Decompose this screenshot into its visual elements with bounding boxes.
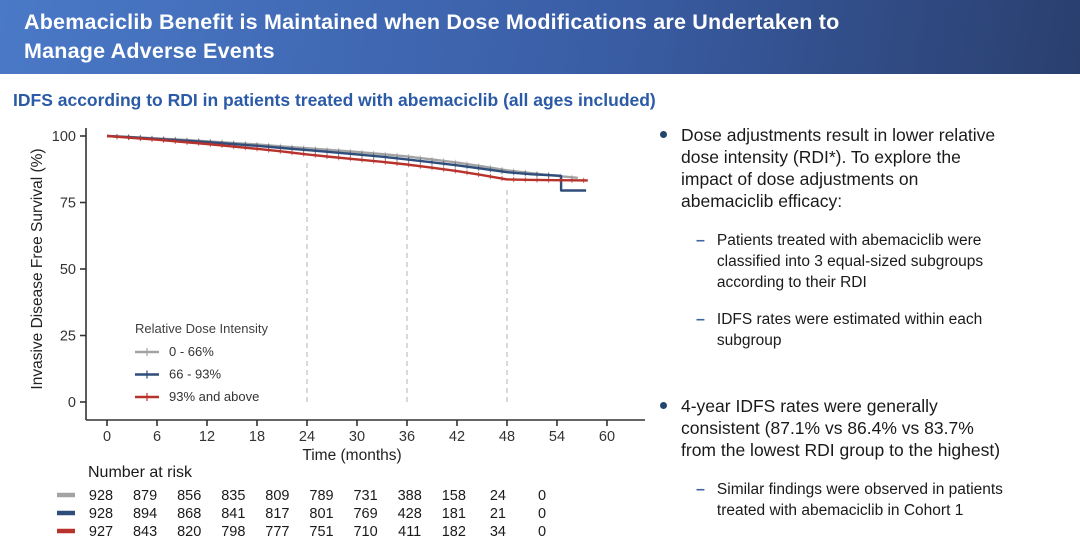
bullet-4year-rates: 4-year IDFS rates were generally consist… xyxy=(656,395,1074,461)
risk-value: 798 xyxy=(221,524,245,540)
risk-value: 182 xyxy=(442,524,466,540)
subbullet-text: Similar findings were observed in patien… xyxy=(716,481,1003,519)
slide-title-bar: Abemaciclib Benefit is Maintained when D… xyxy=(0,0,1080,74)
x-tick-label: 42 xyxy=(449,429,465,445)
subbullet-subgroups: – Patients treated with abemaciclib were… xyxy=(696,230,1074,293)
bullet-text: 4-year IDFS rates were generally consist… xyxy=(681,396,1001,460)
number-at-risk-title: Number at risk xyxy=(88,464,193,481)
x-tick-label: 18 xyxy=(249,429,265,445)
x-tick-label: 36 xyxy=(399,429,415,445)
slide-title-line-1: Abemaciclib Benefit is Maintained when D… xyxy=(24,10,840,34)
risk-value: 835 xyxy=(221,488,245,504)
subbullet-text: Patients treated with abemaciclib were c… xyxy=(716,232,984,291)
legend-label-2: 93% and above xyxy=(169,389,259,404)
legend-title: Relative Dose Intensity xyxy=(135,321,268,336)
risk-value: 158 xyxy=(442,488,466,504)
risk-value: 0 xyxy=(538,488,546,504)
x-tick-label: 0 xyxy=(103,429,111,445)
risk-value: 809 xyxy=(265,488,289,504)
spacer xyxy=(656,367,1074,395)
risk-value: 731 xyxy=(353,488,377,504)
y-tick-label: 50 xyxy=(60,262,76,278)
bullet-dot-icon xyxy=(660,402,667,409)
y-tick-label: 0 xyxy=(68,395,76,411)
risk-value: 894 xyxy=(133,506,157,522)
risk-value: 24 xyxy=(490,488,506,504)
km-survival-chart: 0 25 50 75 100 0 6 12 18 24 30 36 42 48 54 60 Time (mont… xyxy=(0,120,670,551)
chart-section-heading: IDFS according to RDI in patients treate… xyxy=(13,90,656,110)
risk-value: 0 xyxy=(538,506,546,522)
risk-value: 751 xyxy=(309,524,333,540)
subbullet-cohort1: – Similar findings were observed in pati… xyxy=(696,479,1074,521)
x-tick-label: 60 xyxy=(599,429,615,445)
x-tick-label: 6 xyxy=(153,429,161,445)
risk-value: 879 xyxy=(133,488,157,504)
x-tick-label: 12 xyxy=(199,429,215,445)
risk-value: 411 xyxy=(398,524,421,540)
risk-value: 817 xyxy=(265,506,289,522)
risk-value: 843 xyxy=(133,524,157,540)
y-axis-title: Invasive Disease Free Survival (%) xyxy=(29,148,46,389)
bullet-dot-icon xyxy=(660,131,667,138)
slide-title-line-2: Manage Adverse Events xyxy=(24,39,275,63)
bullet-dose-adjustments: Dose adjustments result in lower relativ… xyxy=(656,124,1074,212)
subbullet-text: IDFS rates were estimated within each su… xyxy=(716,311,983,349)
risk-value: 0 xyxy=(538,524,546,540)
subbullet-idfs-estimated: – IDFS rates were estimated within each … xyxy=(696,309,1074,351)
x-tick-label: 54 xyxy=(549,429,565,445)
risk-value: 927 xyxy=(89,524,113,540)
risk-value: 21 xyxy=(490,506,506,522)
dash-bullet-icon: – xyxy=(696,481,705,498)
km-curve-1 xyxy=(106,134,587,192)
risk-value: 388 xyxy=(398,488,422,504)
risk-value: 928 xyxy=(89,488,113,504)
risk-value: 428 xyxy=(398,506,422,522)
y-tick-label: 75 xyxy=(60,196,76,212)
risk-value: 34 xyxy=(490,524,506,540)
km-curve-2 xyxy=(106,134,588,182)
risk-value: 777 xyxy=(265,524,289,540)
risk-value: 868 xyxy=(177,506,201,522)
risk-value: 841 xyxy=(221,506,245,522)
legend-label-1: 66 - 93% xyxy=(169,367,221,382)
dash-bullet-icon: – xyxy=(696,311,705,328)
summary-panel: Dose adjustments result in lower relativ… xyxy=(656,124,1074,537)
risk-value: 181 xyxy=(442,506,466,522)
y-tick-label: 100 xyxy=(52,129,76,145)
x-axis-title: Time (months) xyxy=(302,447,401,464)
x-tick-label: 48 xyxy=(499,429,515,445)
risk-value: 789 xyxy=(309,488,333,504)
risk-value: 928 xyxy=(89,506,113,522)
risk-value: 769 xyxy=(353,506,377,522)
x-tick-label: 24 xyxy=(299,429,315,445)
dash-bullet-icon: – xyxy=(696,232,705,249)
risk-value: 856 xyxy=(177,488,201,504)
risk-value: 801 xyxy=(309,506,333,522)
legend-label-0: 0 - 66% xyxy=(169,344,214,359)
y-tick-label: 25 xyxy=(60,329,76,345)
x-tick-label: 30 xyxy=(349,429,365,445)
risk-value: 710 xyxy=(353,524,377,540)
risk-value: 820 xyxy=(177,524,201,540)
bullet-text: Dose adjustments result in lower relativ… xyxy=(681,125,996,211)
